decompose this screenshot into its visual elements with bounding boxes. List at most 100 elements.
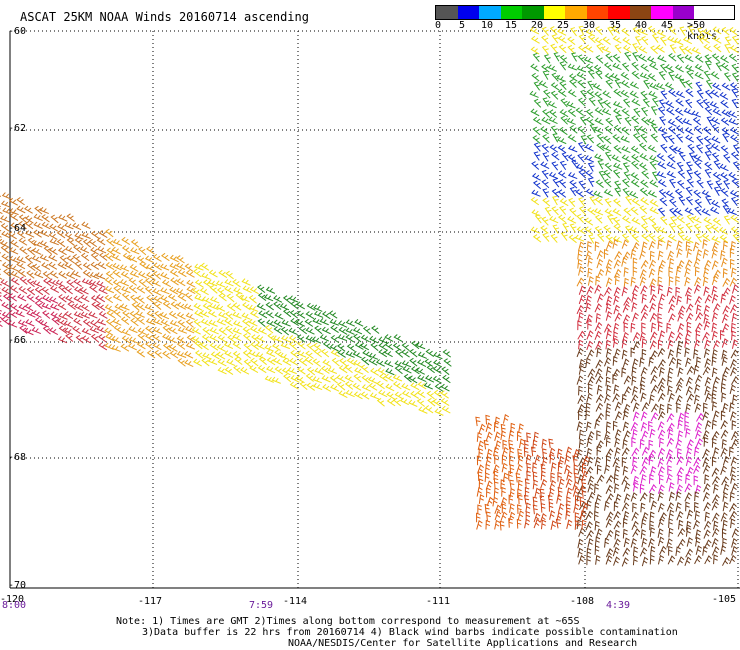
note-line-2: 3)Data buffer is 22 hrs from 20160714 4)… <box>142 627 678 638</box>
wind-barb <box>720 117 730 126</box>
wind-barb <box>154 349 163 359</box>
wind-barb <box>290 301 299 310</box>
wind-barb <box>595 528 603 538</box>
wind-barb <box>650 545 656 556</box>
wind-barb <box>703 43 713 53</box>
wind-barb <box>534 487 541 498</box>
wind-barb <box>225 325 234 335</box>
wind-barb <box>58 284 67 294</box>
wind-barb <box>587 430 595 441</box>
wind-barb <box>732 144 740 154</box>
wind-barb <box>650 374 658 384</box>
wind-barb <box>271 342 281 351</box>
wind-barb <box>695 329 701 340</box>
wind-barb <box>686 466 694 477</box>
wind-barb <box>508 429 515 440</box>
wind-barb <box>731 538 738 548</box>
wind-barb <box>633 125 641 135</box>
wind-barb <box>629 90 639 99</box>
wind-barb <box>657 250 664 261</box>
wind-barb <box>631 217 641 225</box>
wind-barb <box>614 275 620 286</box>
wind-barb <box>0 238 4 246</box>
wind-barb <box>632 257 638 268</box>
wind-barb <box>668 145 677 154</box>
wind-barb <box>647 25 657 35</box>
y-label-60: -60 <box>8 26 27 37</box>
wind-barb <box>26 286 36 296</box>
wind-barb <box>632 331 641 342</box>
wind-barb <box>49 303 60 311</box>
wind-barb <box>704 376 712 387</box>
wind-barb <box>581 470 589 480</box>
wind-barb <box>630 172 640 181</box>
wind-barb <box>541 438 547 449</box>
wind-barb <box>632 43 639 53</box>
wind-barb <box>638 125 648 134</box>
wind-barb <box>426 390 435 400</box>
wind-barb <box>703 501 711 512</box>
wind-barb <box>587 207 596 216</box>
wind-barb <box>121 245 131 254</box>
wind-barb <box>152 288 162 296</box>
wind-barb <box>7 320 18 328</box>
wind-barb <box>641 537 648 548</box>
wind-barb <box>550 125 558 135</box>
wind-barb <box>557 170 567 179</box>
wind-barb <box>169 254 179 263</box>
wind-barb <box>540 519 547 530</box>
wind-barb <box>675 491 682 501</box>
wind-barb <box>632 341 641 351</box>
wind-barb <box>595 393 604 403</box>
wind-barb <box>194 340 203 350</box>
wind-barb <box>587 319 592 330</box>
wind-barb <box>651 33 659 43</box>
wind-barb <box>576 519 582 530</box>
wind-barb <box>82 239 92 248</box>
wind-barb <box>81 327 91 336</box>
wind-barb <box>577 258 583 269</box>
wind-barb <box>559 54 568 64</box>
wind-barb <box>577 547 584 558</box>
wind-barb <box>170 301 180 310</box>
wind-barb <box>668 222 676 232</box>
wind-barb <box>410 366 420 375</box>
wind-barb <box>668 26 677 35</box>
wind-barb <box>730 151 739 161</box>
wind-barb <box>639 465 648 475</box>
wind-barb <box>43 245 52 255</box>
wind-barb <box>120 343 130 352</box>
wind-barb <box>650 412 659 422</box>
wind-barb <box>670 216 677 226</box>
wind-barb <box>605 410 611 421</box>
wind-barb <box>112 293 122 302</box>
wind-barb <box>329 318 339 326</box>
wind-barb <box>621 502 630 512</box>
wind-barb <box>72 325 81 335</box>
wind-barb <box>634 35 642 46</box>
wind-barb <box>493 487 499 497</box>
wind-barb <box>594 520 600 531</box>
wind-barb <box>675 331 683 342</box>
wind-barb <box>185 312 195 320</box>
wind-barb <box>638 162 648 171</box>
wind-barb <box>666 161 676 170</box>
wind-barb <box>657 384 665 394</box>
legend-swatch <box>586 6 608 19</box>
wind-barb <box>624 116 632 127</box>
wind-barb <box>668 527 674 538</box>
wind-barb <box>218 292 227 302</box>
wind-barb <box>683 107 693 116</box>
wind-barb <box>569 79 577 88</box>
wind-barb <box>713 446 720 457</box>
wind-barb <box>256 334 266 343</box>
wind-barb <box>730 466 736 476</box>
wind-barb <box>703 304 710 315</box>
wind-barb <box>153 295 163 304</box>
wind-barb <box>720 410 726 421</box>
wind-barb <box>706 116 714 126</box>
wind-speed-legend: 0 5 10 15 20 25 30 35 40 45 >50 knots <box>435 5 735 42</box>
wind-barb <box>416 389 426 398</box>
wind-barb <box>640 179 649 188</box>
wind-barb <box>631 98 641 107</box>
